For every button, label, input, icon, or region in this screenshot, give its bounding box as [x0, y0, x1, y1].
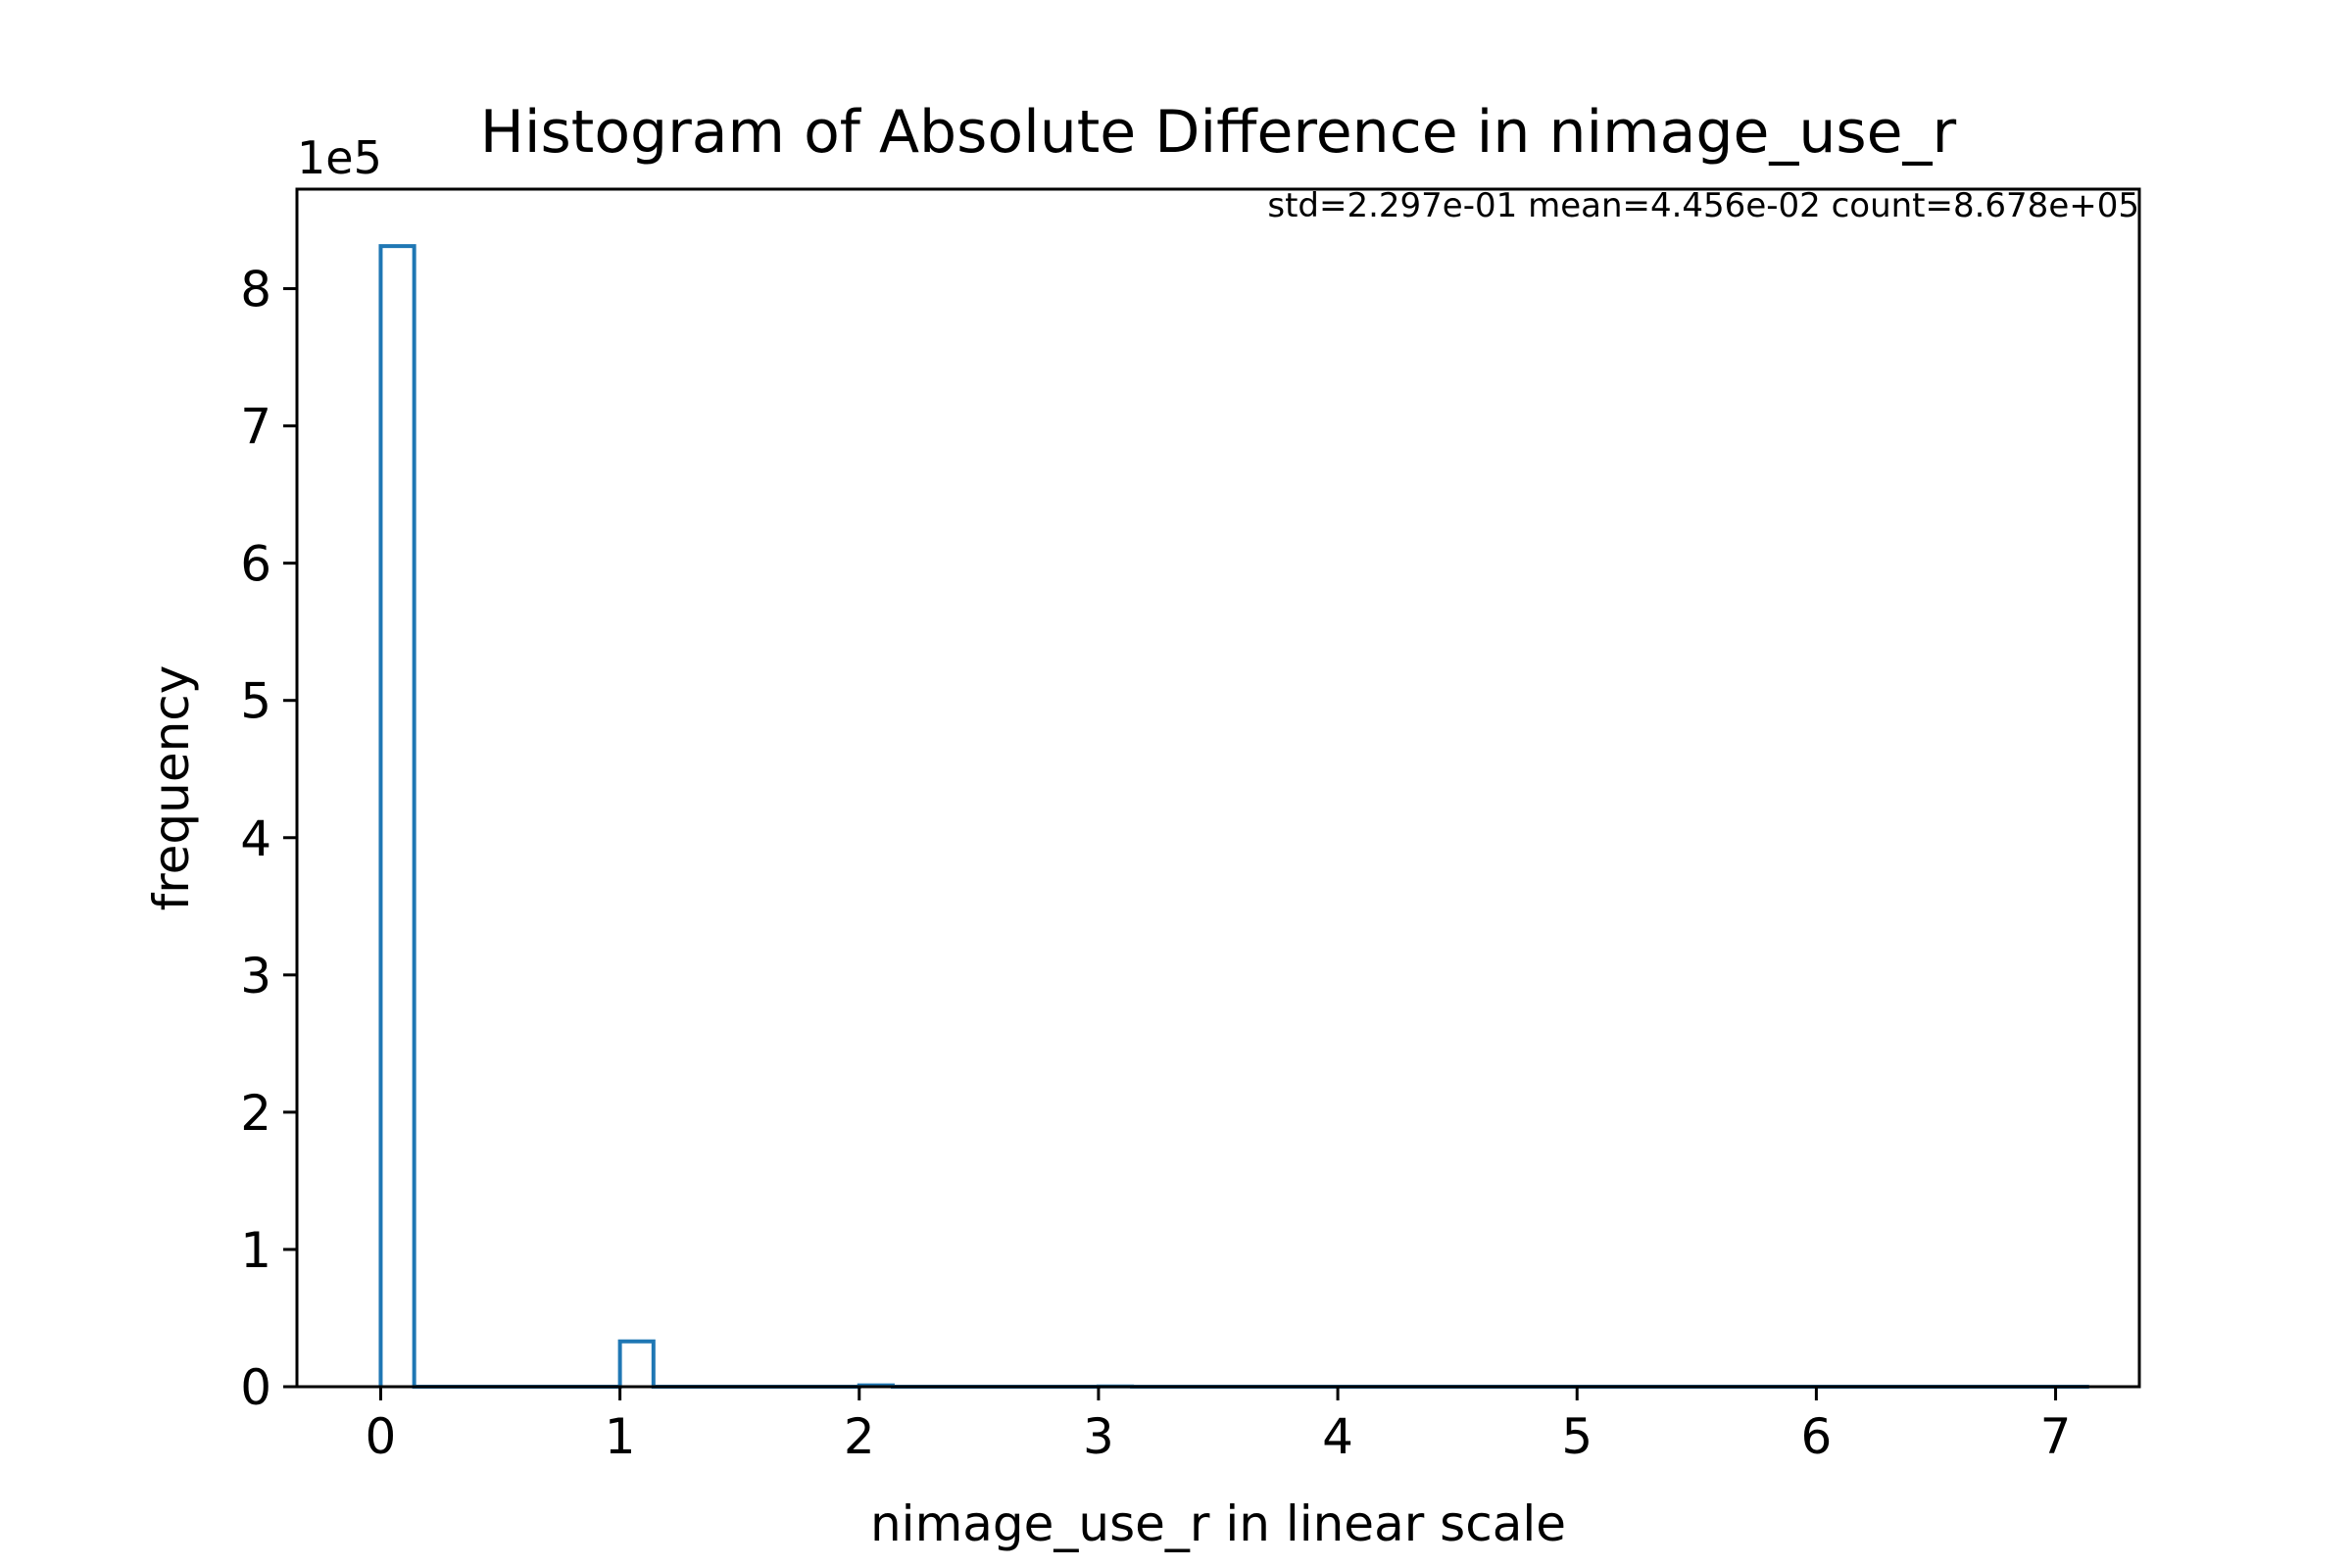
x-tick-label: 7 [2040, 1408, 2072, 1465]
chart-title: Histogram of Absolute Difference in nima… [480, 98, 1957, 167]
x-axis-label: nimage_use_r in linear scale [870, 1495, 1566, 1552]
x-tick-label: 3 [1083, 1408, 1114, 1465]
x-ticks: 0 1 2 3 4 5 6 7 [366, 1387, 2072, 1465]
bars-layer [378, 244, 2089, 1389]
y-tick-label: 5 [240, 673, 271, 730]
y-tick-label: 8 [240, 262, 271, 318]
x-tick-label: 6 [1800, 1408, 1832, 1465]
x-tick-label: 2 [844, 1408, 875, 1465]
x-tick-label: 5 [1561, 1408, 1592, 1465]
histogram-bar [380, 246, 414, 1387]
histogram-outline [378, 244, 2089, 1389]
x-tick-label: 0 [366, 1408, 397, 1465]
y-tick-label: 6 [240, 536, 271, 593]
y-tick-label: 7 [240, 399, 271, 456]
y-tick-label: 1 [240, 1222, 271, 1279]
y-tick-label: 0 [240, 1359, 271, 1416]
x-tick-label: 4 [1322, 1408, 1353, 1465]
y-offset-label: 1e5 [297, 131, 382, 184]
histogram-bar [620, 1342, 654, 1387]
y-tick-label: 2 [240, 1085, 271, 1142]
stats-annotation: std=2.297e-01 mean=4.456e-02 count=8.678… [1267, 186, 2139, 225]
x-tick-label: 1 [605, 1408, 636, 1465]
axes-frame [295, 187, 2141, 1389]
y-tick-label: 3 [240, 948, 271, 1004]
y-tick-label: 4 [240, 810, 271, 867]
y-axis-label: frequency [143, 665, 200, 911]
y-ticks: 0 1 2 3 4 5 6 7 8 [240, 262, 297, 1416]
